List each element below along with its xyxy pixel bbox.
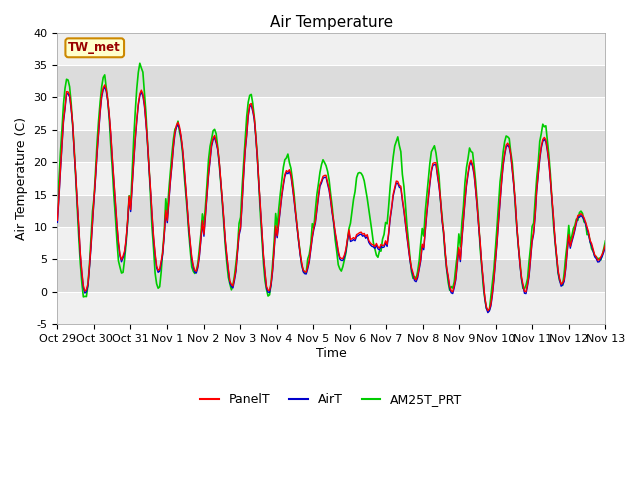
AM25T_PRT	[295, 238, 303, 243]
Line: AM25T_PRT: AM25T_PRT	[58, 63, 605, 310]
Bar	[58, 162, 605, 194]
AM25T_PRT	[218, 199, 226, 204]
PanelT	[218, 195, 226, 201]
Bar	[58, 227, 605, 259]
AM25T_PRT	[54, 205, 61, 211]
X-axis label: Time: Time	[316, 347, 347, 360]
Bar	[58, 292, 605, 324]
Bar	[58, 97, 605, 130]
Line: AirT: AirT	[58, 87, 605, 312]
PanelT	[484, 308, 492, 313]
AirT	[246, 104, 253, 109]
AirT	[484, 310, 492, 315]
AM25T_PRT	[121, 257, 129, 263]
Y-axis label: Air Temperature (C): Air Temperature (C)	[15, 117, 28, 240]
PanelT	[237, 224, 244, 230]
AM25T_PRT	[486, 307, 493, 313]
Bar	[58, 194, 605, 227]
Title: Air Temperature: Air Temperature	[270, 15, 393, 30]
Text: TW_met: TW_met	[68, 41, 121, 54]
AirT	[602, 243, 609, 249]
PanelT	[246, 102, 253, 108]
Bar	[58, 33, 605, 65]
Legend: PanelT, AirT, AM25T_PRT: PanelT, AirT, AM25T_PRT	[195, 388, 468, 411]
AirT	[574, 215, 582, 220]
Bar	[58, 65, 605, 97]
AirT	[122, 238, 130, 244]
AirT	[101, 84, 109, 90]
AM25T_PRT	[602, 238, 609, 244]
Bar	[58, 130, 605, 162]
PanelT	[602, 242, 609, 248]
PanelT	[101, 82, 109, 88]
AM25T_PRT	[574, 217, 582, 223]
PanelT	[122, 236, 130, 242]
AirT	[295, 238, 303, 244]
PanelT	[54, 217, 61, 223]
AirT	[54, 219, 61, 225]
AirT	[237, 226, 244, 232]
PanelT	[574, 213, 582, 218]
PanelT	[295, 236, 303, 242]
Line: PanelT: PanelT	[58, 85, 605, 311]
AM25T_PRT	[136, 60, 143, 66]
AM25T_PRT	[246, 93, 253, 98]
Bar	[58, 259, 605, 292]
AM25T_PRT	[237, 215, 244, 220]
AirT	[218, 197, 226, 203]
